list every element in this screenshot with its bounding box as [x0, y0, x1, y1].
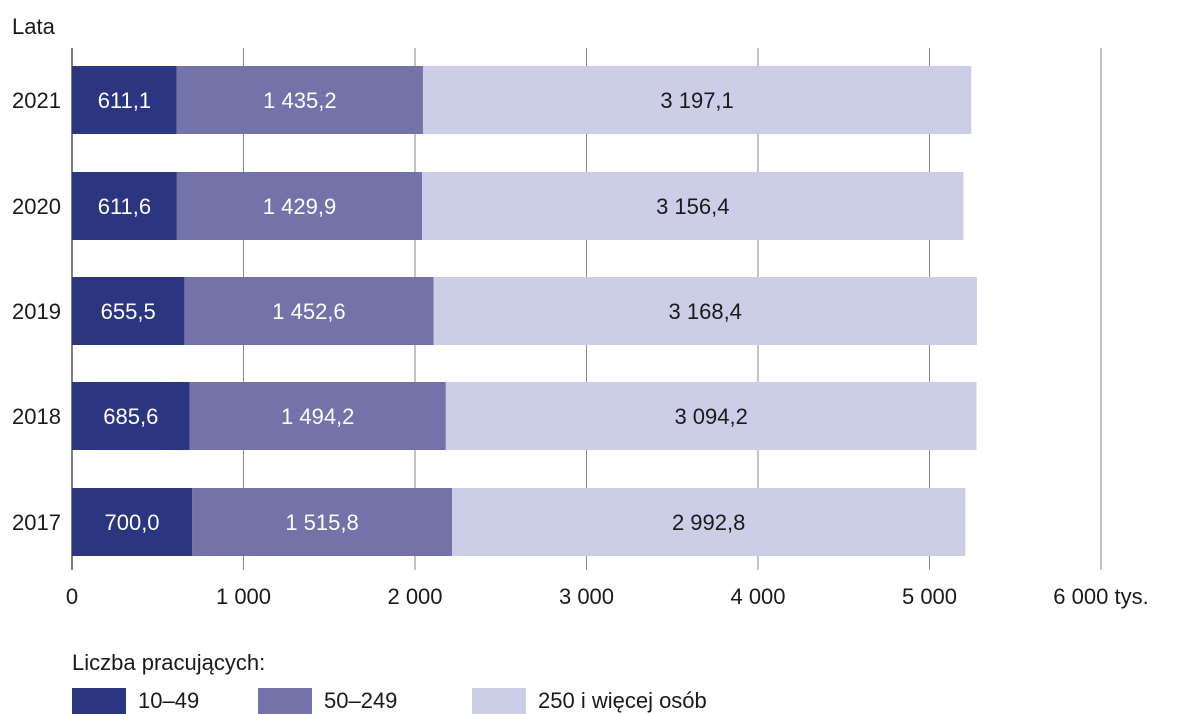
y-tick-labels: 2021 2020 2019 2018 2017 [12, 88, 61, 535]
y-axis-title: Lata [12, 14, 56, 39]
bar-segment [192, 488, 453, 556]
bar-segment [176, 172, 423, 240]
data-label: 1 452,6 [272, 299, 345, 324]
x-tick-label: 0 [66, 584, 78, 609]
legend-swatch [258, 688, 312, 714]
bars: 611,1 1 435,2 3 197,1 611,6 1 429,9 3 156,4 65… [72, 66, 977, 556]
bar-segment [445, 382, 977, 450]
y-tick-label: 2021 [12, 88, 61, 113]
bar-segment [72, 172, 177, 240]
data-label: 700,0 [104, 510, 159, 535]
bar-segment [422, 66, 972, 134]
legend-label: 10–49 [138, 688, 199, 713]
data-label: 2 992,8 [672, 510, 745, 535]
data-label: 3 168,4 [669, 299, 742, 324]
bar-segment [72, 277, 185, 345]
data-label: 1 494,2 [281, 404, 354, 429]
data-label: 3 197,1 [660, 88, 733, 113]
legend-label: 250 i więcej osób [538, 688, 707, 713]
data-label: 3 094,2 [674, 404, 747, 429]
y-tick-label: 2019 [12, 299, 61, 324]
y-tick-label: 2017 [12, 510, 61, 535]
legend-swatch [72, 688, 126, 714]
x-tick-label: 1 000 [216, 584, 271, 609]
bar-segment [176, 66, 423, 134]
legend-swatch [472, 688, 526, 714]
legend: 10–49 50–249 250 i więcej osób [72, 688, 707, 714]
x-tick-label: 4 000 [730, 584, 785, 609]
data-label: 3 156,4 [656, 194, 729, 219]
data-label: 611,1 [98, 88, 151, 113]
x-tick-label: 3 000 [559, 584, 614, 609]
bar-segment [72, 488, 193, 556]
bar-segment [72, 66, 177, 134]
data-label: 655,5 [101, 299, 156, 324]
bar-segment [422, 172, 964, 240]
data-label: 1 515,8 [285, 510, 358, 535]
bar-segment [189, 382, 446, 450]
x-tick-label: 2 000 [387, 584, 442, 609]
x-tick-label: 5 000 [902, 584, 957, 609]
data-label: 1 435,2 [263, 88, 336, 113]
data-label: 1 429,9 [263, 194, 336, 219]
x-tick-labels: 0 1 000 2 000 3 000 4 000 5 000 6 000 tys. [66, 584, 1149, 609]
data-label: 611,6 [98, 194, 151, 219]
legend-label: 50–249 [324, 688, 397, 713]
legend-title: Liczba pracujących: [72, 650, 265, 675]
y-tick-label: 2020 [12, 194, 61, 219]
x-tick-label: 6 000 tys. [1053, 584, 1148, 609]
bar-segment [72, 382, 190, 450]
bar-segment [452, 488, 966, 556]
bar-segment [433, 277, 977, 345]
bar-segment [184, 277, 434, 345]
data-label: 685,6 [103, 404, 158, 429]
y-tick-label: 2018 [12, 404, 61, 429]
